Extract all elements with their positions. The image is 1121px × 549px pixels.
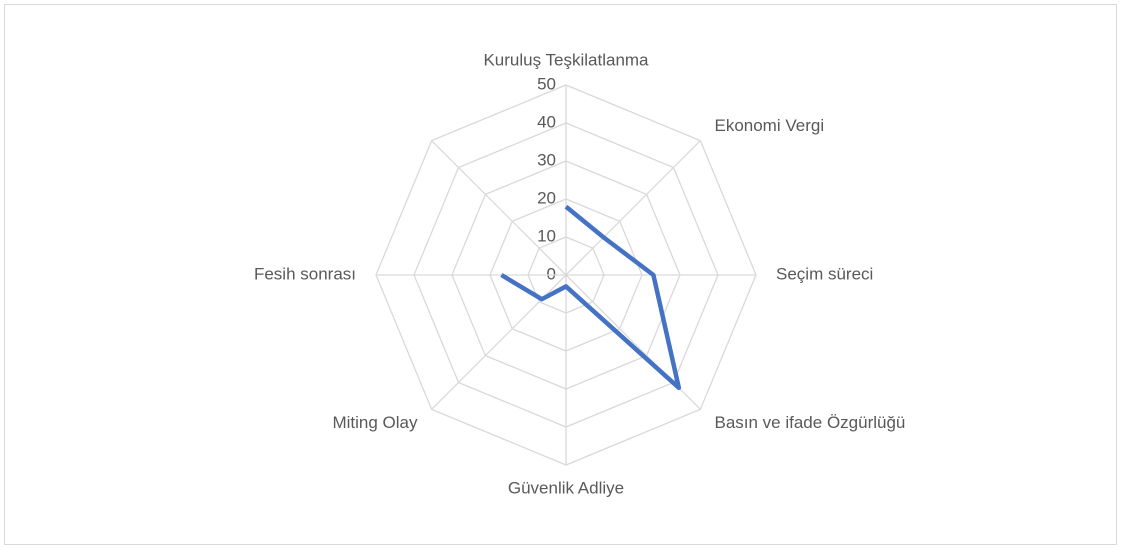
- axis-label: Seçim süreci: [776, 264, 873, 283]
- axis-label: Miting Olay: [332, 413, 418, 432]
- axis-label: Kuruluş Teşkilatlanma: [483, 50, 649, 69]
- r-tick-label: 40: [537, 112, 556, 131]
- r-tick-label: 50: [537, 74, 556, 93]
- axis-label: Basın ve ifade Özgürlüğü: [714, 413, 905, 432]
- r-tick-label: 30: [537, 150, 556, 169]
- spoke: [565, 140, 701, 276]
- axis-label: Güvenlik Adliye: [508, 478, 624, 497]
- spoke: [431, 140, 567, 276]
- axis-label: Fesih sonrası: [254, 264, 356, 283]
- axis-label: Ekonomi Vergi: [714, 116, 824, 135]
- series-line: [500, 204, 682, 391]
- r-tick-label: 10: [537, 226, 556, 245]
- r-tick-label: 20: [537, 188, 556, 207]
- r-tick-label: 0: [547, 264, 556, 283]
